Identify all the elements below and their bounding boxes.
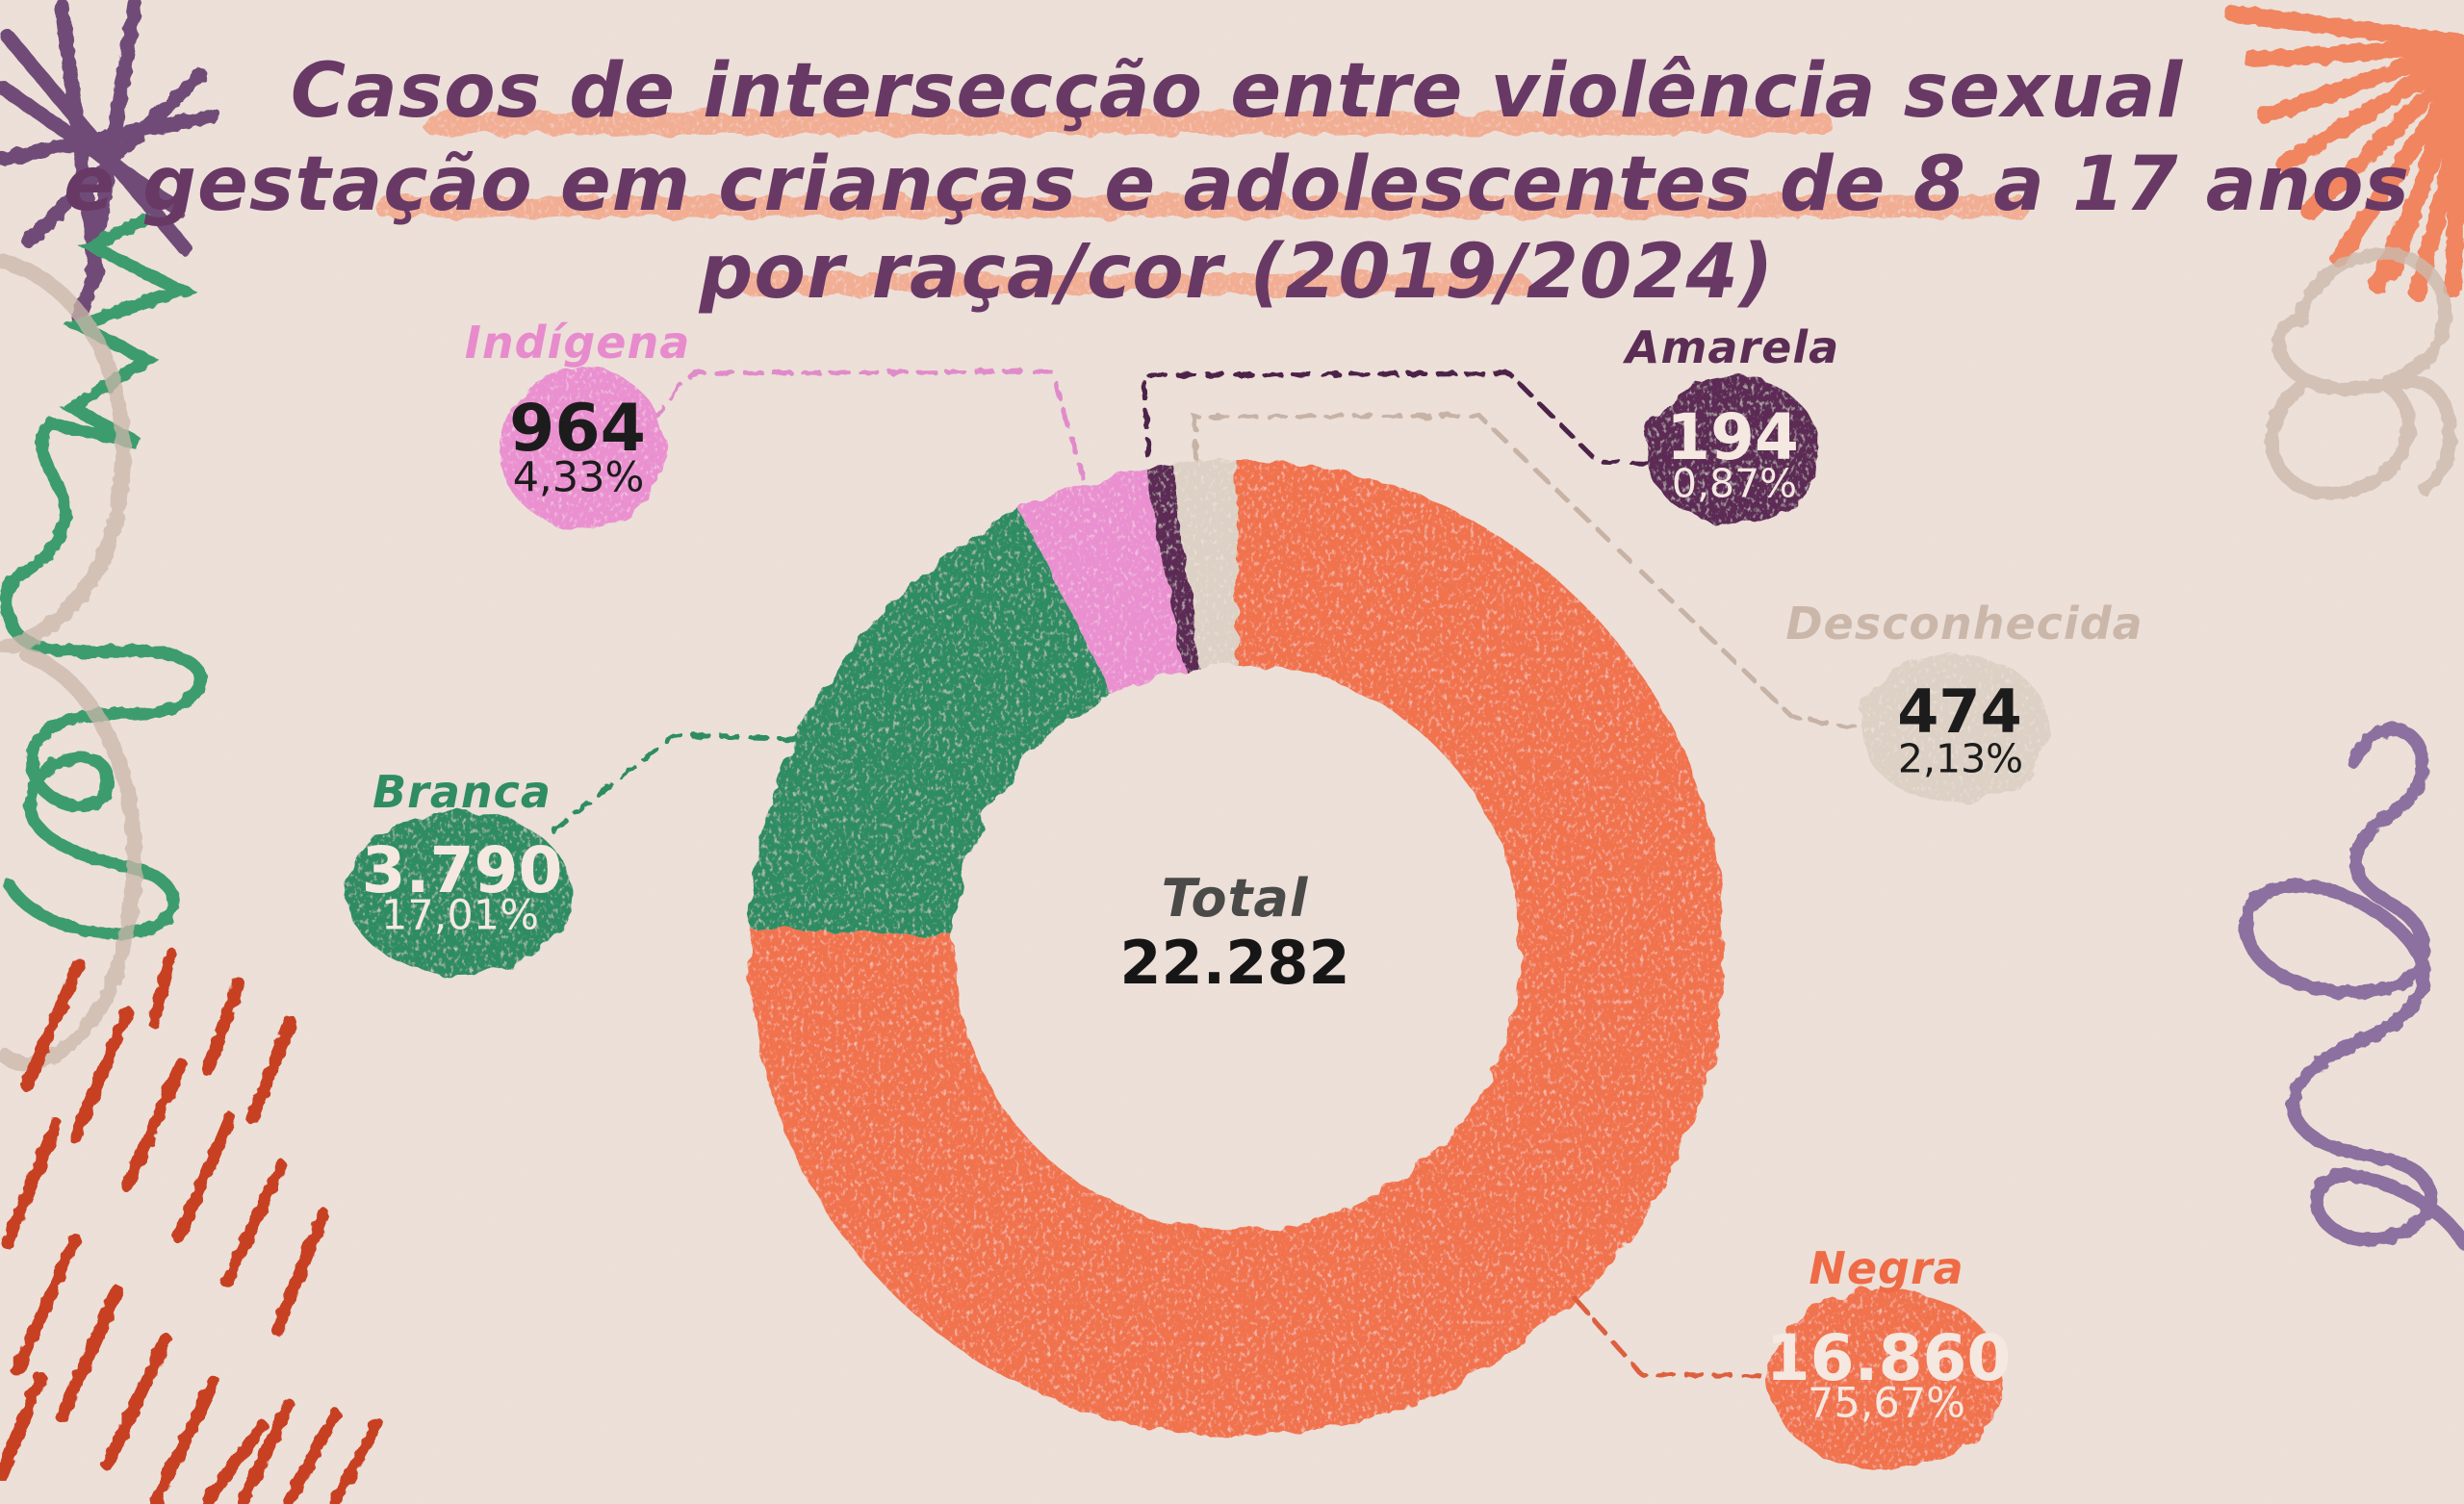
category-value: 16.860 (1765, 1321, 2012, 1395)
beige-flower-right-icon (2265, 247, 2457, 500)
chart-title-line2: e gestação em crianças e adolescentes de… (64, 141, 2410, 228)
donut-segment-negra (748, 460, 1725, 1436)
category-label: Indígena (464, 317, 691, 369)
category-value: 964 (509, 391, 646, 467)
title-highlight-line2 (375, 195, 2027, 217)
connector-branca (546, 732, 799, 838)
red-hatching-bottom-left-icon (0, 948, 384, 1504)
category-percent: 0,87% (1671, 460, 1798, 507)
blob-desconhecida (1861, 654, 2049, 803)
category-label: Negra (1809, 1242, 1964, 1294)
category-percent: 75,67% (1808, 1379, 1965, 1428)
category-label: Amarela (1625, 321, 1840, 373)
category-label: Desconhecida (1785, 598, 2143, 650)
beige-arcs-left-icon (0, 254, 142, 1072)
category-value: 194 (1666, 400, 1799, 474)
value-blobs (346, 368, 2049, 1470)
total-value: 22.282 (1119, 928, 1350, 998)
donut-segment-indígena (1020, 468, 1185, 695)
blob-branca (346, 811, 572, 975)
category-percent: 2,13% (1897, 735, 2024, 782)
connector-amarela (1141, 370, 1651, 467)
connector-desconhecida (1192, 413, 1862, 731)
donut-segment-amarela (1145, 464, 1199, 671)
blob-indigena (500, 368, 665, 529)
star-scribble-top-left-icon (0, 0, 221, 325)
callout-connectors (546, 369, 1862, 1379)
chart-title-line3: por raça/cor (2019/2024) (699, 229, 1775, 316)
category-value: 474 (1897, 676, 2022, 747)
title-highlight-bars (375, 112, 2027, 294)
connector-indigena (650, 369, 1087, 482)
connector-negra (1573, 1296, 1776, 1379)
donut-chart (748, 460, 1725, 1436)
title-highlight-line1 (424, 112, 1831, 135)
title-highlight-line3 (739, 273, 1528, 294)
category-percent: 4,33% (512, 453, 645, 502)
donut-segment-branca (749, 510, 1112, 936)
blob-amarela (1646, 376, 1819, 524)
purple-loop-squiggle-right-icon (2239, 723, 2464, 1250)
blob-negra (1768, 1289, 2003, 1470)
category-value: 3.790 (361, 833, 563, 907)
chart-title-line1: Casos de intersecção entre violência sex… (290, 48, 2184, 135)
total-label: Total (1161, 868, 1309, 929)
donut-segment-desconhecida (1171, 460, 1237, 668)
category-label: Branca (372, 766, 552, 818)
category-percent: 17,01% (381, 891, 539, 940)
